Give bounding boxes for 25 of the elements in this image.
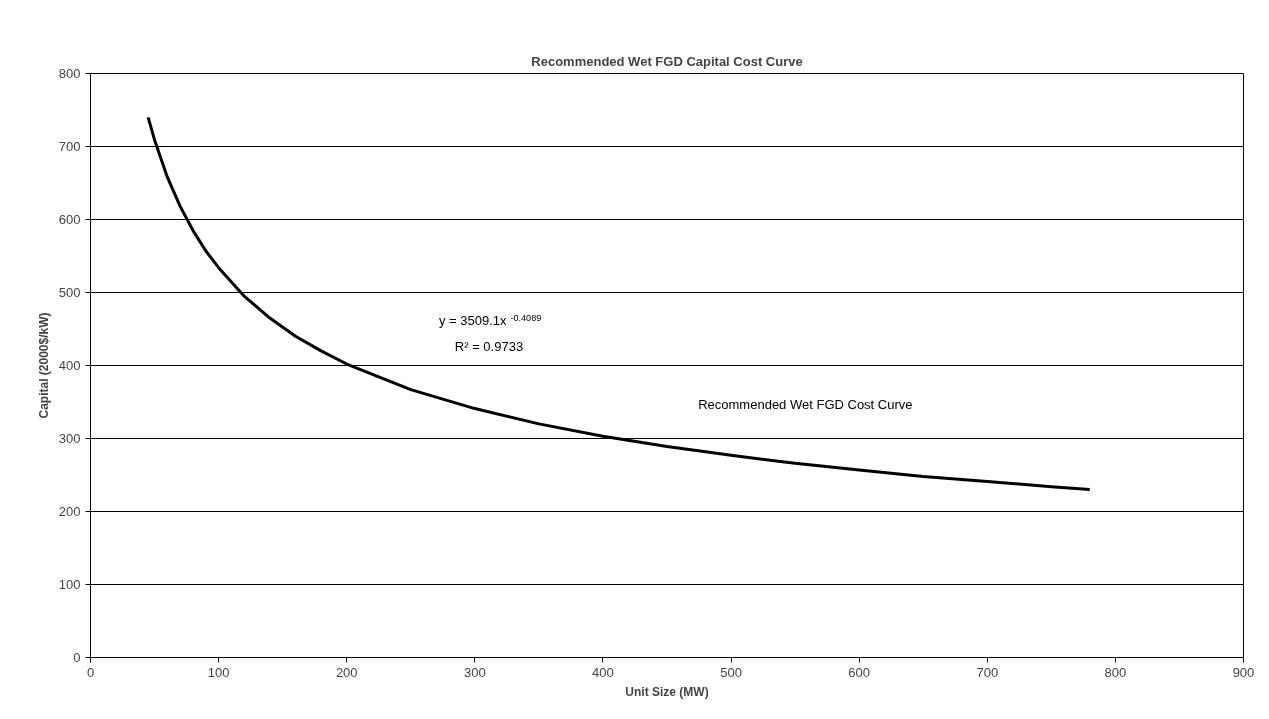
y-tick-label: 0: [73, 650, 81, 665]
y-tick-label: 700: [58, 139, 81, 154]
y-tick-label: 300: [58, 431, 81, 446]
x-tick-label: 400: [592, 664, 614, 680]
y-axis-title: Capital (2000$/kW): [36, 312, 51, 419]
y-tick-label: 600: [58, 212, 81, 227]
x-axis-title: Unit Size (MW): [625, 684, 709, 699]
chart-title: Recommended Wet FGD Capital Cost Curve: [531, 53, 803, 69]
text: Recommended Wet FGD Cost Curve: [698, 397, 913, 413]
x-tick-label: 700: [976, 664, 999, 680]
y-tick-label: 400: [58, 358, 81, 373]
x-tick-label: 600: [848, 664, 871, 680]
y-tick-label: 100: [58, 577, 81, 592]
y-tick-label: 200: [58, 504, 81, 519]
x-tick-label: 900: [1232, 664, 1255, 680]
annotation: y = 3509.1x-0.4089: [438, 312, 542, 328]
x-tick-label: 500: [720, 664, 742, 680]
x-tick-label: 300: [463, 664, 486, 680]
x-tick-label: 0: [86, 664, 95, 680]
x-tick-label: 200: [335, 664, 358, 680]
x-tick-label: 100: [207, 664, 230, 680]
annotation: R² = 0.9733: [454, 338, 524, 354]
y-tick-label: 800: [58, 66, 81, 81]
x-tick-label: 800: [1104, 664, 1127, 680]
y-tick-label: 500: [58, 285, 81, 300]
